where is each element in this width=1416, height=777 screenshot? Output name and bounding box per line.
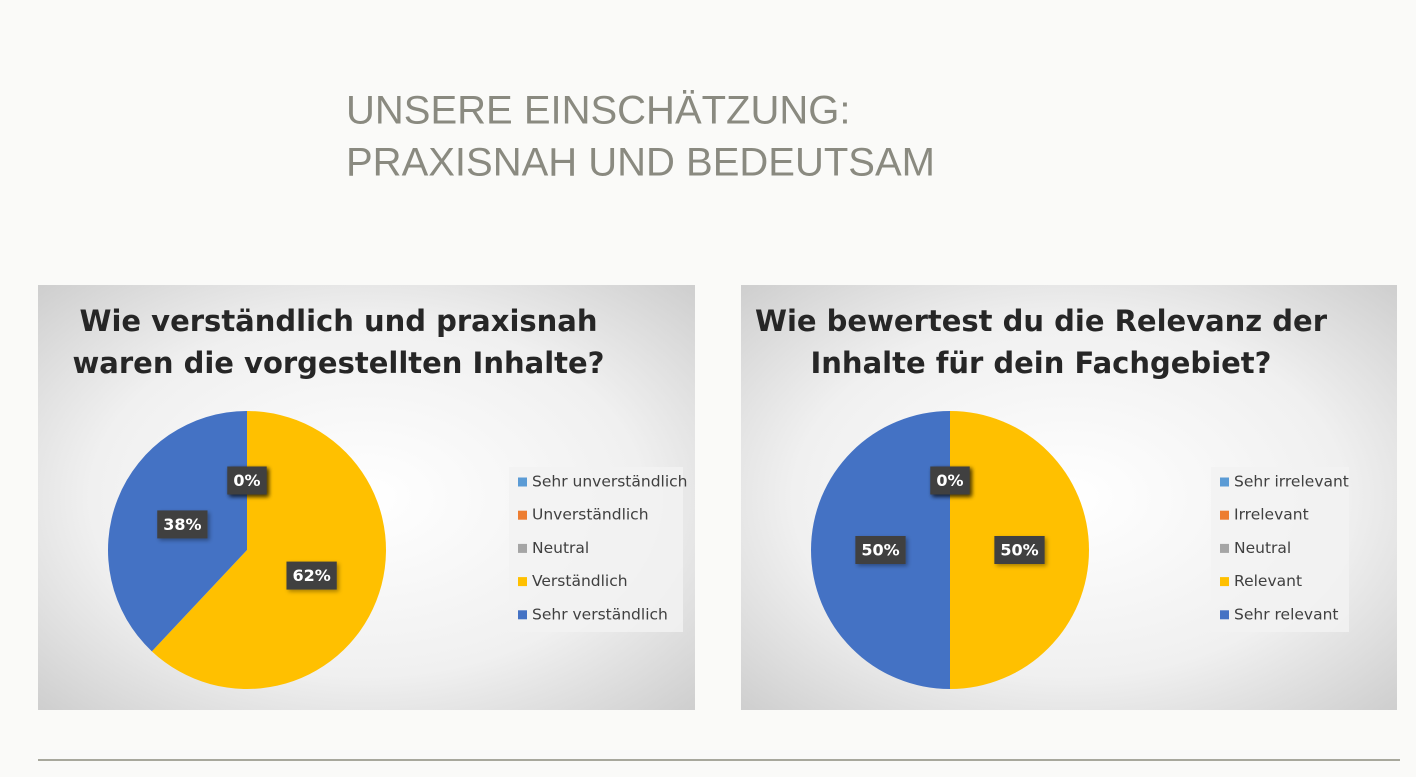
legend-swatch — [518, 477, 527, 487]
data-label-text: 62% — [292, 566, 330, 585]
legend-swatch — [518, 577, 527, 587]
data-label: 38% — [157, 510, 208, 539]
legend-swatch — [1220, 610, 1229, 620]
legend-text: Neutral — [1234, 539, 1291, 557]
data-label: 62% — [286, 561, 337, 590]
legend-swatch — [1220, 543, 1229, 553]
chart: Wie verständlich und praxisnah waren die … — [38, 285, 695, 710]
legend-text: Irrelevant — [1234, 506, 1309, 524]
data-label: 0% — [930, 466, 970, 495]
legend-swatch — [518, 543, 527, 553]
data-label-box — [994, 536, 1045, 564]
data-label-box — [286, 561, 337, 590]
data-label: 50% — [855, 536, 906, 564]
legend-box — [1211, 467, 1349, 632]
data-label-text: 0% — [233, 471, 260, 490]
legend-text: Verständlich — [532, 572, 628, 590]
data-label: 50% — [994, 536, 1045, 564]
data-label-box — [227, 466, 267, 495]
legend-text: Sehr unverständlich — [532, 473, 688, 491]
data-label-text: 50% — [1000, 541, 1038, 560]
slide-title: UNSERE EINSCHÄTZUNG: — [346, 89, 851, 133]
chart: Wie bewertest du die Relevanz der Inhalte… — [741, 285, 1397, 710]
legend-swatch — [518, 510, 527, 520]
legend-swatch — [1220, 510, 1229, 520]
legend-text: Sehr irrelevant — [1234, 473, 1349, 491]
legend-swatch — [1220, 477, 1229, 487]
data-label-box — [930, 466, 970, 495]
chart-title: Inhalte für dein Fachgebiet? — [811, 346, 1272, 380]
data-label-text: 50% — [861, 541, 899, 560]
data-label-text: 38% — [163, 515, 201, 534]
legend-text: Sehr verständlich — [532, 605, 668, 623]
data-label-text: 0% — [936, 471, 963, 490]
data-label-box — [855, 536, 906, 564]
legend-text: Sehr relevant — [1234, 605, 1338, 623]
legend-box — [509, 467, 683, 632]
legend-swatch — [518, 610, 527, 620]
chart-title: Wie verständlich und praxisnah — [79, 304, 597, 338]
pie-slice — [151, 411, 386, 689]
legend-text: Relevant — [1234, 572, 1302, 590]
slide-title: PRAXISNAH UND BEDEUTSAM — [346, 141, 935, 185]
data-label: 0% — [227, 466, 267, 495]
data-label-box — [157, 510, 208, 539]
chart-title: Wie bewertest du die Relevanz der — [755, 304, 1328, 338]
legend-text: Neutral — [532, 539, 589, 557]
legend-swatch — [1220, 577, 1229, 587]
chart-title: waren die vorgestellten Inhalte? — [73, 346, 605, 380]
legend-text: Unverständlich — [532, 506, 649, 524]
